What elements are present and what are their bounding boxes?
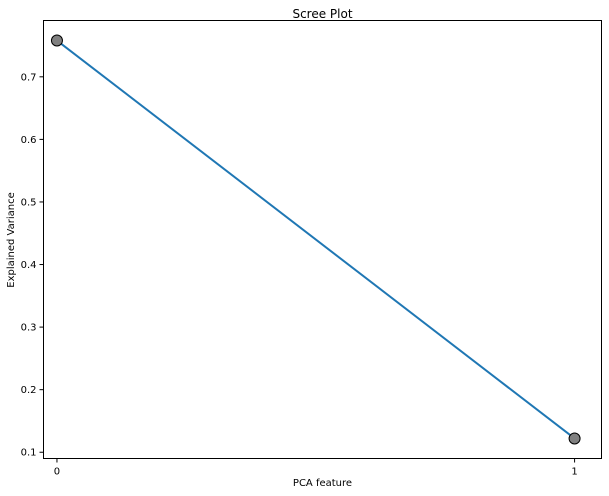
plot-area (43, 20, 602, 459)
y-axis-ticks: 0.1 0.2 0.3 0.4 0.5 0.6 0.7 (21, 72, 44, 459)
y-tick-label: 0.1 (21, 448, 37, 459)
chart-title: Scree Plot (292, 7, 352, 21)
y-axis-label: Explained Variance (6, 192, 17, 287)
y-tick-label: 0.6 (21, 135, 37, 146)
x-tick-label: 1 (571, 467, 577, 478)
y-tick-label: 0.7 (21, 72, 37, 83)
y-tick-label: 0.5 (21, 197, 37, 208)
data-point-marker (50, 34, 63, 47)
data-point-marker (568, 432, 581, 445)
x-tick-label: 0 (54, 467, 60, 478)
data-series (50, 34, 581, 445)
x-axis-label: PCA feature (293, 478, 352, 489)
y-tick-label: 0.3 (21, 323, 37, 334)
y-tick-label: 0.2 (21, 385, 37, 396)
series-line (56, 39, 576, 440)
y-tick-label: 0.4 (21, 260, 37, 271)
